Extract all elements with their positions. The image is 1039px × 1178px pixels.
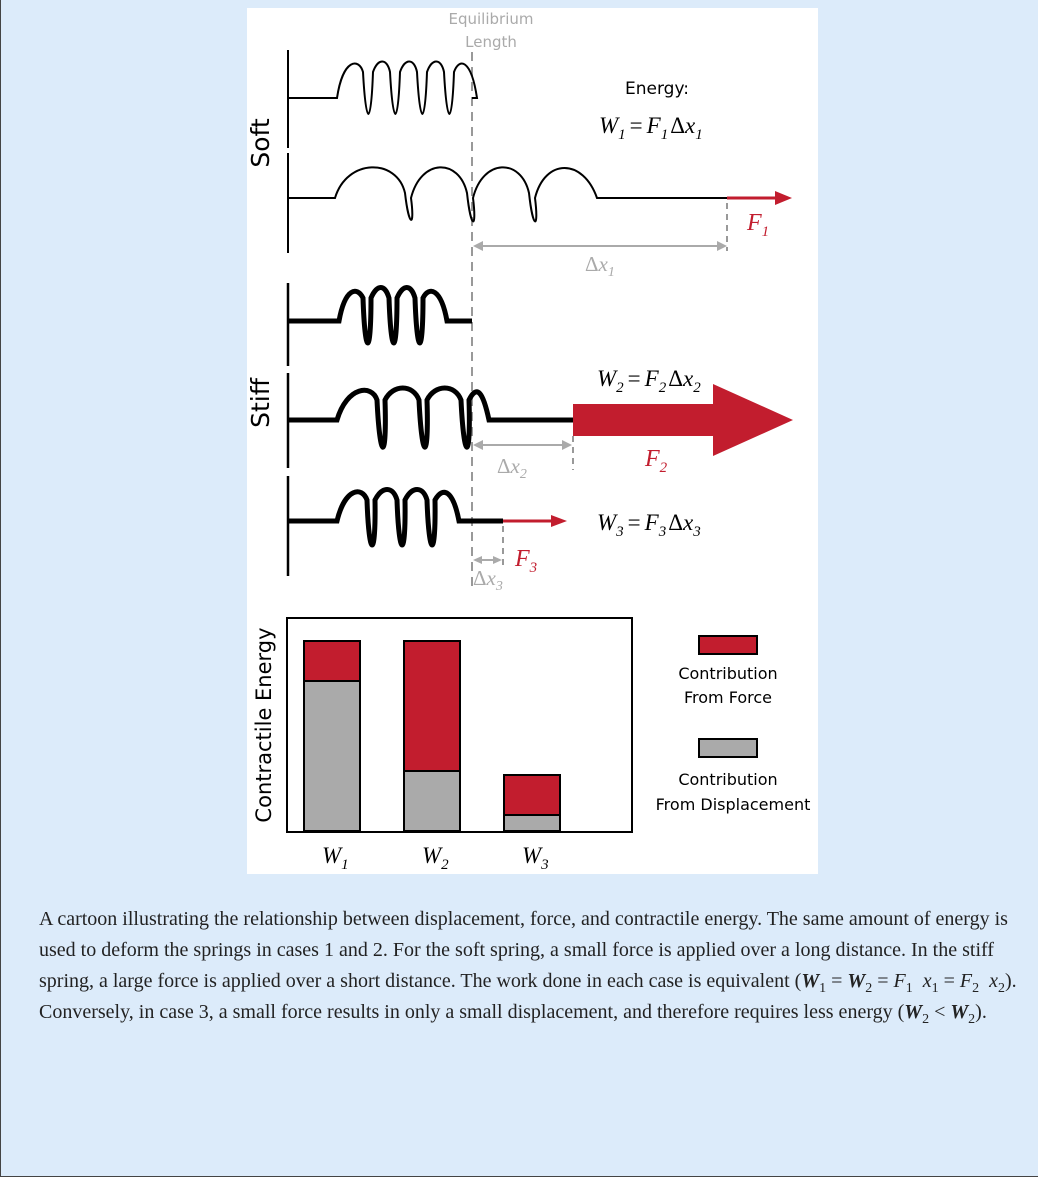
bar-W2-force [403, 640, 461, 772]
figure-caption: A cartoon illustrating the relationship … [39, 904, 1029, 1028]
caption-text-2: ). Conversely, in case 3, a small force … [39, 970, 1017, 1023]
caption-sub: 2 [972, 981, 980, 996]
bar-W1-displacement [303, 680, 361, 832]
caption-sub: 2 [865, 981, 873, 996]
caption-eq: = [872, 970, 894, 992]
caption-w: W [801, 970, 820, 992]
force-arrow-2 [573, 404, 713, 436]
force-arrowhead-3 [551, 515, 567, 527]
x-label-W3: W3 [522, 843, 549, 873]
equilibrium-label-1: Equilibrium [449, 10, 534, 28]
caption-eq: = [826, 970, 848, 992]
bar-W2-displacement [403, 770, 461, 832]
force3-label: F3 [514, 546, 537, 576]
force2-label: F2 [644, 446, 668, 476]
spring-energy-figure: Equilibrium Length Soft Stiff [247, 8, 818, 874]
chart-x-labels: W1 W2 W3 [322, 843, 549, 873]
legend-displacement-line2: From Displacement [656, 795, 811, 814]
caption-lt: < [929, 1001, 951, 1023]
equilibrium-label-2: Length [465, 33, 517, 51]
legend-force-line1: Contribution [678, 664, 777, 683]
legend-swatch-force [698, 635, 758, 655]
legend-force-line2: From Force [684, 688, 772, 707]
energy-bar-chart: Contractile Energy W1 W2 W3 Contribution F… [252, 617, 811, 873]
legend-swatch-displacement [698, 738, 758, 758]
caption-sub: 1 [931, 981, 939, 996]
dx3-arrow-left [473, 556, 482, 564]
caption-sub: 1 [819, 981, 827, 996]
force1-label: F1 [746, 210, 769, 240]
dx2-arrow-left [473, 440, 483, 450]
dx2-label: Δx2 [497, 454, 527, 482]
caption-w: W [847, 970, 866, 992]
caption-w: W [950, 1001, 969, 1023]
dx3-label: Δx3 [473, 566, 503, 594]
legend-displacement-line1: Contribution [678, 770, 777, 789]
caption-text-3: ). [975, 1001, 987, 1023]
caption-w: W [904, 1001, 923, 1023]
dx1-arrow-left [473, 241, 483, 251]
dx2-arrow-right [562, 440, 572, 450]
caption-sub: 2 [968, 1012, 976, 1027]
caption-sub: 1 [905, 981, 913, 996]
w2-equation: W2 = F2Δx2 [597, 366, 701, 396]
caption-f: F [959, 970, 973, 992]
dx1-label: Δx1 [585, 252, 615, 280]
caption-x: x [989, 970, 998, 992]
spring-soft-stretched [288, 166, 727, 223]
bar-W3-force [503, 774, 561, 816]
caption-sub: 2 [997, 981, 1005, 996]
dx3-arrow-right [493, 556, 502, 564]
energy-label: Energy: [625, 79, 689, 99]
dx1-arrow-right [717, 241, 727, 251]
caption-eq: = [938, 970, 960, 992]
stiff-label: Stiff [247, 377, 275, 428]
caption-text-1: A cartoon illustrating the relationship … [39, 908, 1008, 992]
chart-bars [303, 640, 561, 832]
soft-label: Soft [247, 118, 275, 168]
chart-ylabel: Contractile Energy [252, 627, 276, 822]
caption-sub: 2 [922, 1012, 930, 1027]
spring-soft-relaxed [288, 60, 479, 115]
x-label-W2: W2 [422, 843, 449, 873]
caption-f: F [893, 970, 906, 992]
spring-stiff-small [288, 487, 503, 548]
spring-stiff-relaxed [288, 285, 472, 346]
w1-equation: W1 = F1Δx1 [599, 113, 703, 143]
figure-svg: Equilibrium Length Soft Stiff [247, 10, 811, 873]
x-label-W1: W1 [322, 843, 349, 873]
force-arrowhead-2 [713, 384, 793, 456]
bar-W3-displacement [503, 814, 561, 832]
w3-equation: W3 = F3Δx3 [597, 510, 701, 540]
force-arrowhead-1 [775, 191, 792, 205]
spring-stiff-stretched [288, 385, 573, 450]
bar-W1-force [303, 640, 361, 682]
caption-x: x [922, 970, 932, 992]
